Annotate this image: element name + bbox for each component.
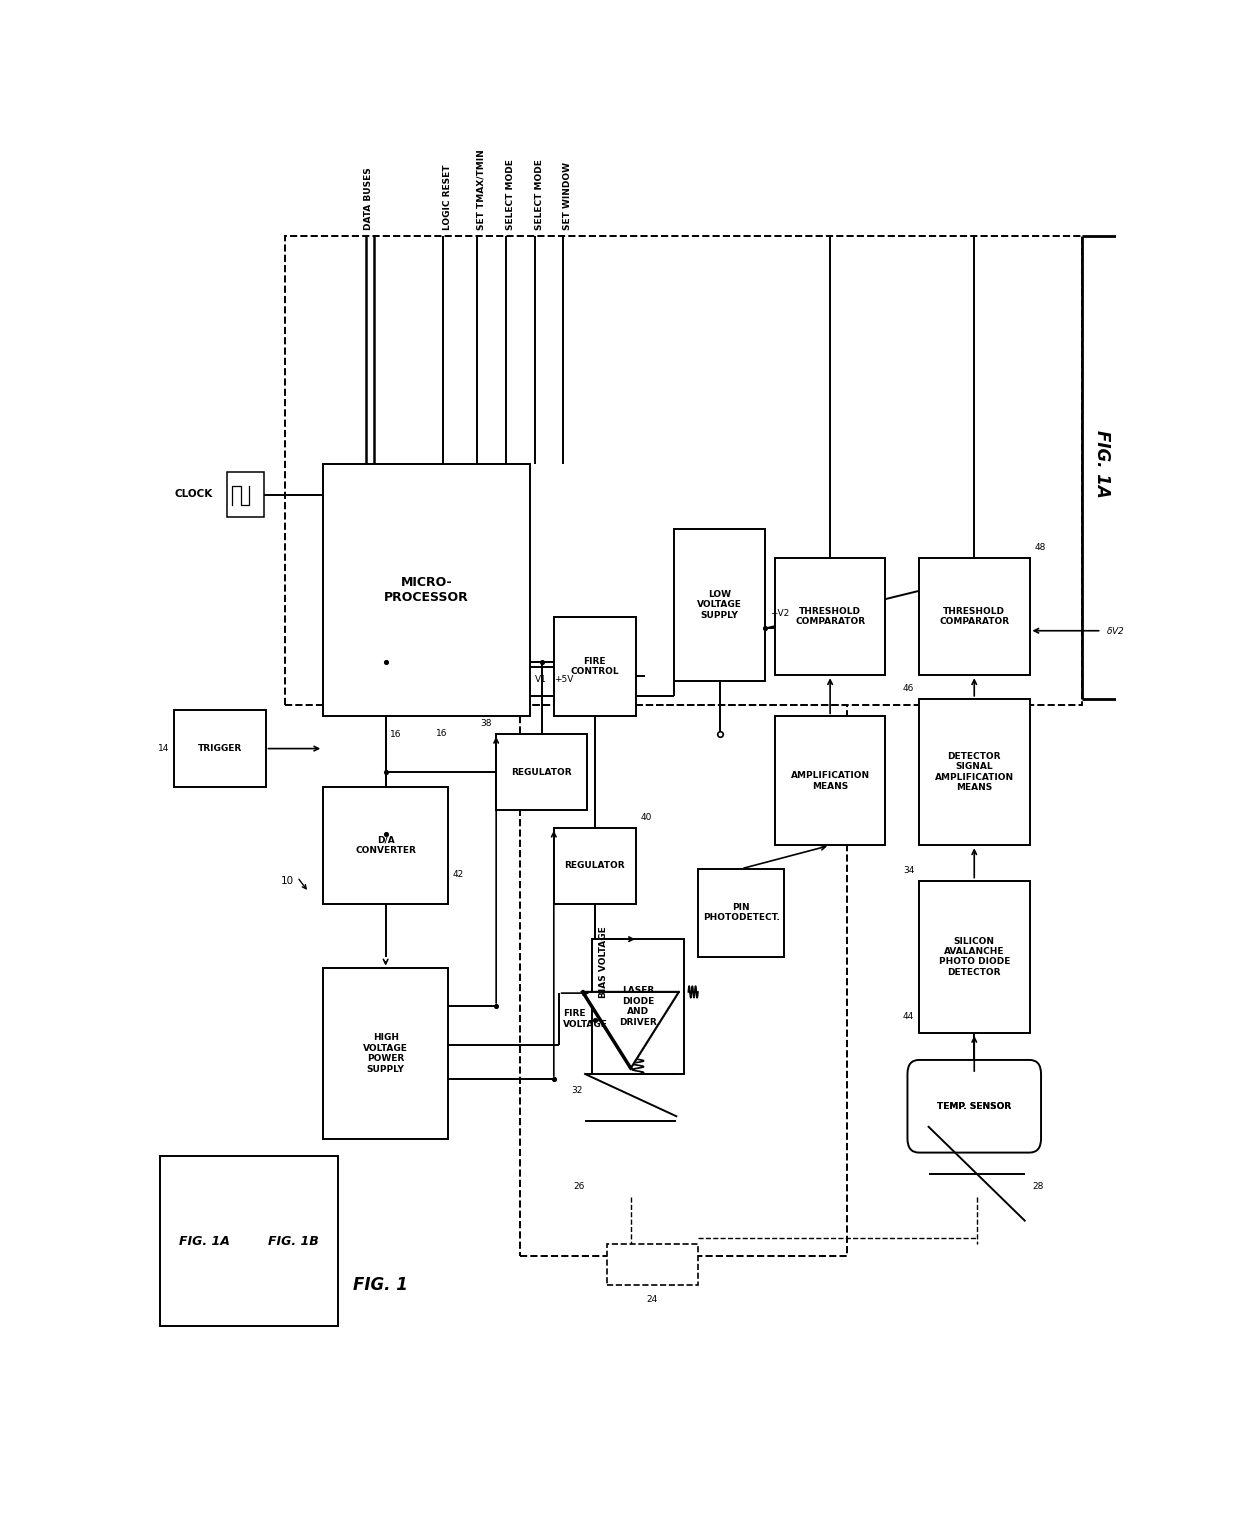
Text: SELECT MODE: SELECT MODE [506, 158, 515, 230]
Text: LASER
DIODE
AND
DRIVER: LASER DIODE AND DRIVER [619, 987, 657, 1027]
Text: 38: 38 [480, 719, 491, 728]
Bar [324, 969, 448, 1139]
Bar [227, 472, 264, 516]
Text: AMPLIFICATION
MEANS: AMPLIFICATION MEANS [791, 771, 869, 790]
Text: 34: 34 [903, 865, 914, 874]
Text: LOGIC RESET: LOGIC RESET [444, 164, 453, 230]
Text: FIG. 1B: FIG. 1B [268, 1235, 319, 1247]
Text: THRESHOLD
COMPARATOR: THRESHOLD COMPARATOR [939, 608, 1009, 626]
Text: +V2: +V2 [770, 609, 790, 618]
Bar [324, 787, 448, 905]
Text: CLOCK: CLOCK [174, 489, 212, 498]
Text: 24: 24 [647, 1295, 658, 1304]
Text: BIAS VOLTAGE: BIAS VOLTAGE [599, 926, 609, 998]
Text: REGULATOR: REGULATOR [511, 768, 572, 777]
Text: 14: 14 [157, 745, 170, 752]
Text: 10: 10 [281, 876, 294, 885]
Text: DETECTOR
SIGNAL
AMPLIFICATION
MEANS: DETECTOR SIGNAL AMPLIFICATION MEANS [935, 752, 1014, 792]
Bar [554, 829, 636, 905]
Bar [174, 710, 265, 787]
Text: REGULATOR: REGULATOR [564, 862, 625, 870]
Text: 16: 16 [391, 731, 402, 739]
Text: TEMP. SENSOR: TEMP. SENSOR [937, 1101, 1012, 1110]
Text: 48: 48 [1034, 544, 1045, 553]
Text: SET WINDOW: SET WINDOW [563, 161, 573, 230]
Text: TRIGGER: TRIGGER [197, 745, 242, 752]
Text: 16: 16 [436, 730, 448, 739]
Bar [496, 734, 588, 810]
Text: 46: 46 [903, 684, 914, 693]
Text: 40: 40 [640, 813, 652, 822]
Bar [606, 1244, 698, 1285]
Text: 44: 44 [903, 1013, 914, 1022]
Text: FIG. 1A: FIG. 1A [1092, 431, 1111, 498]
Bar [919, 699, 1029, 845]
Bar [675, 528, 765, 681]
Text: SELECT MODE: SELECT MODE [534, 158, 543, 230]
Text: 32: 32 [572, 1086, 583, 1095]
Bar [698, 868, 785, 956]
Bar [775, 557, 885, 675]
Text: FIG. 1: FIG. 1 [353, 1276, 408, 1295]
Text: PIN
PHOTODETECT.: PIN PHOTODETECT. [703, 903, 780, 923]
Text: V1: V1 [534, 675, 547, 684]
Text: FIRE
VOLTAGE: FIRE VOLTAGE [563, 1010, 609, 1028]
Text: MICRO-
PROCESSOR: MICRO- PROCESSOR [384, 576, 469, 605]
Text: TEMP. SENSOR: TEMP. SENSOR [937, 1101, 1012, 1110]
Text: FIRE
CONTROL: FIRE CONTROL [570, 656, 619, 676]
Text: 42: 42 [453, 870, 464, 879]
Bar [593, 940, 683, 1074]
Text: LOW
VOLTAGE
SUPPLY: LOW VOLTAGE SUPPLY [697, 589, 742, 620]
Bar [285, 236, 1083, 705]
Bar [919, 557, 1029, 675]
Text: THRESHOLD
COMPARATOR: THRESHOLD COMPARATOR [795, 608, 866, 626]
Bar [919, 1074, 1029, 1139]
Text: 26: 26 [573, 1182, 584, 1191]
Text: +5V: +5V [554, 675, 573, 684]
Text: D/A
CONVERTER: D/A CONVERTER [355, 836, 417, 854]
Polygon shape [583, 991, 678, 1068]
Text: DATA BUSES: DATA BUSES [365, 168, 373, 230]
Text: FIG. 1A: FIG. 1A [179, 1235, 229, 1247]
Text: SET TMAX/TMIN: SET TMAX/TMIN [477, 149, 486, 230]
FancyBboxPatch shape [908, 1060, 1042, 1153]
Bar [324, 465, 529, 716]
Bar [160, 1156, 337, 1327]
Bar [919, 880, 1029, 1033]
Bar [554, 617, 636, 716]
Bar [775, 716, 885, 845]
Text: $\delta$V2: $\delta$V2 [1106, 626, 1125, 637]
Text: 28: 28 [1033, 1182, 1044, 1191]
Text: HIGH
VOLTAGE
POWER
SUPPLY: HIGH VOLTAGE POWER SUPPLY [363, 1034, 408, 1074]
Bar [521, 705, 847, 1256]
Text: SILICON
AVALANCHE
PHOTO DIODE
DETECTOR: SILICON AVALANCHE PHOTO DIODE DETECTOR [939, 937, 1009, 976]
